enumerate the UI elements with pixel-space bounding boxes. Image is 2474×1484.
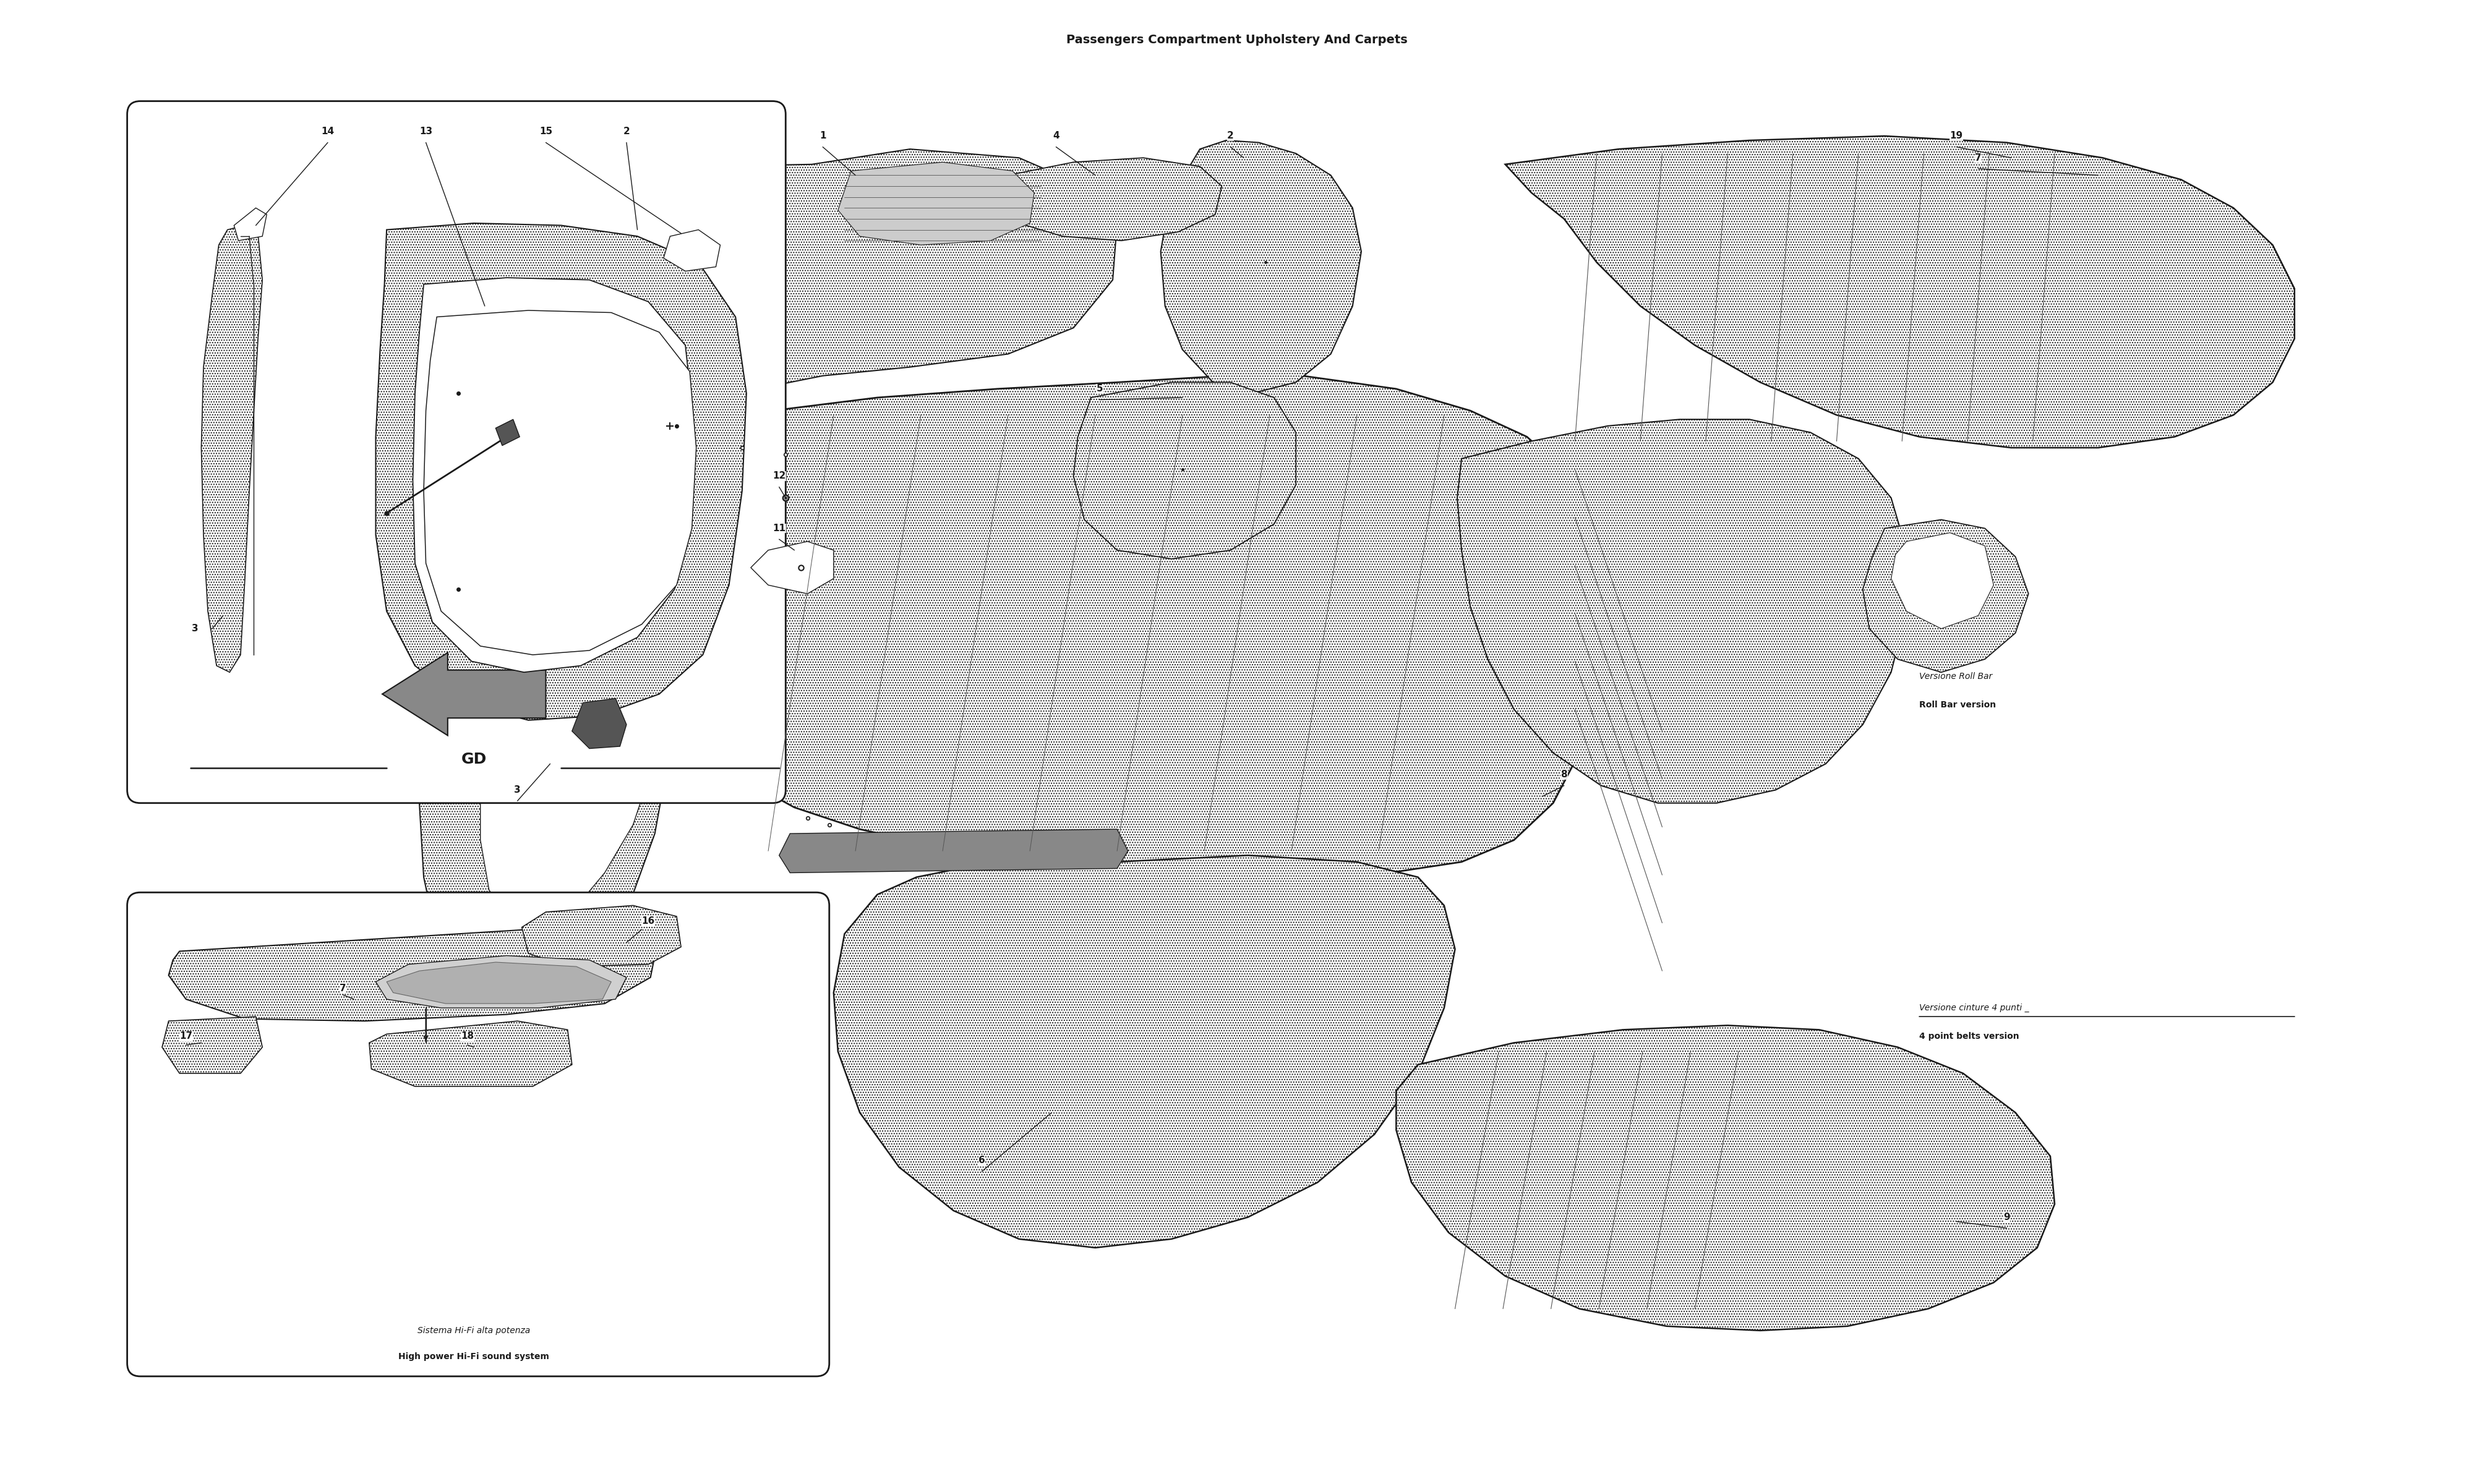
Text: 18: 18 <box>460 1031 475 1040</box>
Text: 9: 9 <box>2004 1212 2009 1221</box>
Polygon shape <box>779 830 1128 873</box>
Text: 7: 7 <box>339 984 346 993</box>
Polygon shape <box>163 1017 262 1073</box>
Polygon shape <box>1160 141 1361 393</box>
Text: Passengers Compartment Upholstery And Carpets: Passengers Compartment Upholstery And Ca… <box>1066 34 1408 46</box>
Polygon shape <box>834 855 1455 1248</box>
Polygon shape <box>1457 420 1907 803</box>
Text: 3: 3 <box>515 785 520 794</box>
Text: 5: 5 <box>1096 384 1103 393</box>
Polygon shape <box>1863 519 2029 672</box>
Text: 11: 11 <box>772 524 787 533</box>
Polygon shape <box>386 962 611 1003</box>
Text: 6: 6 <box>980 1156 985 1165</box>
Text: 2: 2 <box>1227 132 1235 141</box>
Polygon shape <box>1074 383 1296 559</box>
Polygon shape <box>480 519 675 927</box>
Polygon shape <box>376 956 626 1008</box>
Text: Versione Roll Bar: Versione Roll Bar <box>1920 672 1992 681</box>
Text: 1: 1 <box>819 132 826 141</box>
Polygon shape <box>168 929 656 1021</box>
Text: 14: 14 <box>322 128 334 137</box>
Text: GD: GD <box>460 752 487 767</box>
Text: Sistema Hi-Fi alta potenza: Sistema Hi-Fi alta potenza <box>418 1327 529 1336</box>
Polygon shape <box>376 223 747 720</box>
Text: 16: 16 <box>641 916 656 926</box>
Polygon shape <box>1504 137 2293 448</box>
Polygon shape <box>369 1021 571 1086</box>
FancyBboxPatch shape <box>126 101 787 803</box>
Polygon shape <box>495 420 520 445</box>
Polygon shape <box>421 476 693 1003</box>
Text: 4 point belts version: 4 point belts version <box>1920 1031 2019 1040</box>
FancyArrow shape <box>383 653 547 736</box>
Text: 17: 17 <box>181 1031 193 1040</box>
Text: Roll Bar version: Roll Bar version <box>1920 700 1997 709</box>
Text: 12: 12 <box>772 472 787 481</box>
Polygon shape <box>571 699 626 748</box>
Polygon shape <box>999 157 1222 240</box>
Polygon shape <box>750 542 834 594</box>
Text: 4: 4 <box>1054 132 1059 141</box>
Text: 13: 13 <box>421 128 433 137</box>
Text: 8: 8 <box>1561 770 1569 779</box>
Polygon shape <box>200 226 262 672</box>
Text: High power Hi-Fi sound system: High power Hi-Fi sound system <box>398 1352 549 1361</box>
Polygon shape <box>549 148 1118 476</box>
Text: 2: 2 <box>623 128 631 137</box>
Text: 19: 19 <box>1950 132 1962 141</box>
Polygon shape <box>1890 533 1994 629</box>
Text: 3: 3 <box>190 623 198 634</box>
Polygon shape <box>522 905 680 966</box>
Polygon shape <box>413 278 695 672</box>
FancyBboxPatch shape <box>126 892 829 1376</box>
Text: 15: 15 <box>539 128 552 137</box>
Text: 7: 7 <box>1974 153 1982 162</box>
Polygon shape <box>235 208 267 240</box>
Polygon shape <box>423 310 695 654</box>
Polygon shape <box>670 375 1593 877</box>
Polygon shape <box>663 230 720 272</box>
Text: Versione cinture 4 punti _: Versione cinture 4 punti _ <box>1920 1003 2029 1012</box>
Polygon shape <box>1395 1025 2053 1331</box>
Polygon shape <box>839 162 1034 245</box>
